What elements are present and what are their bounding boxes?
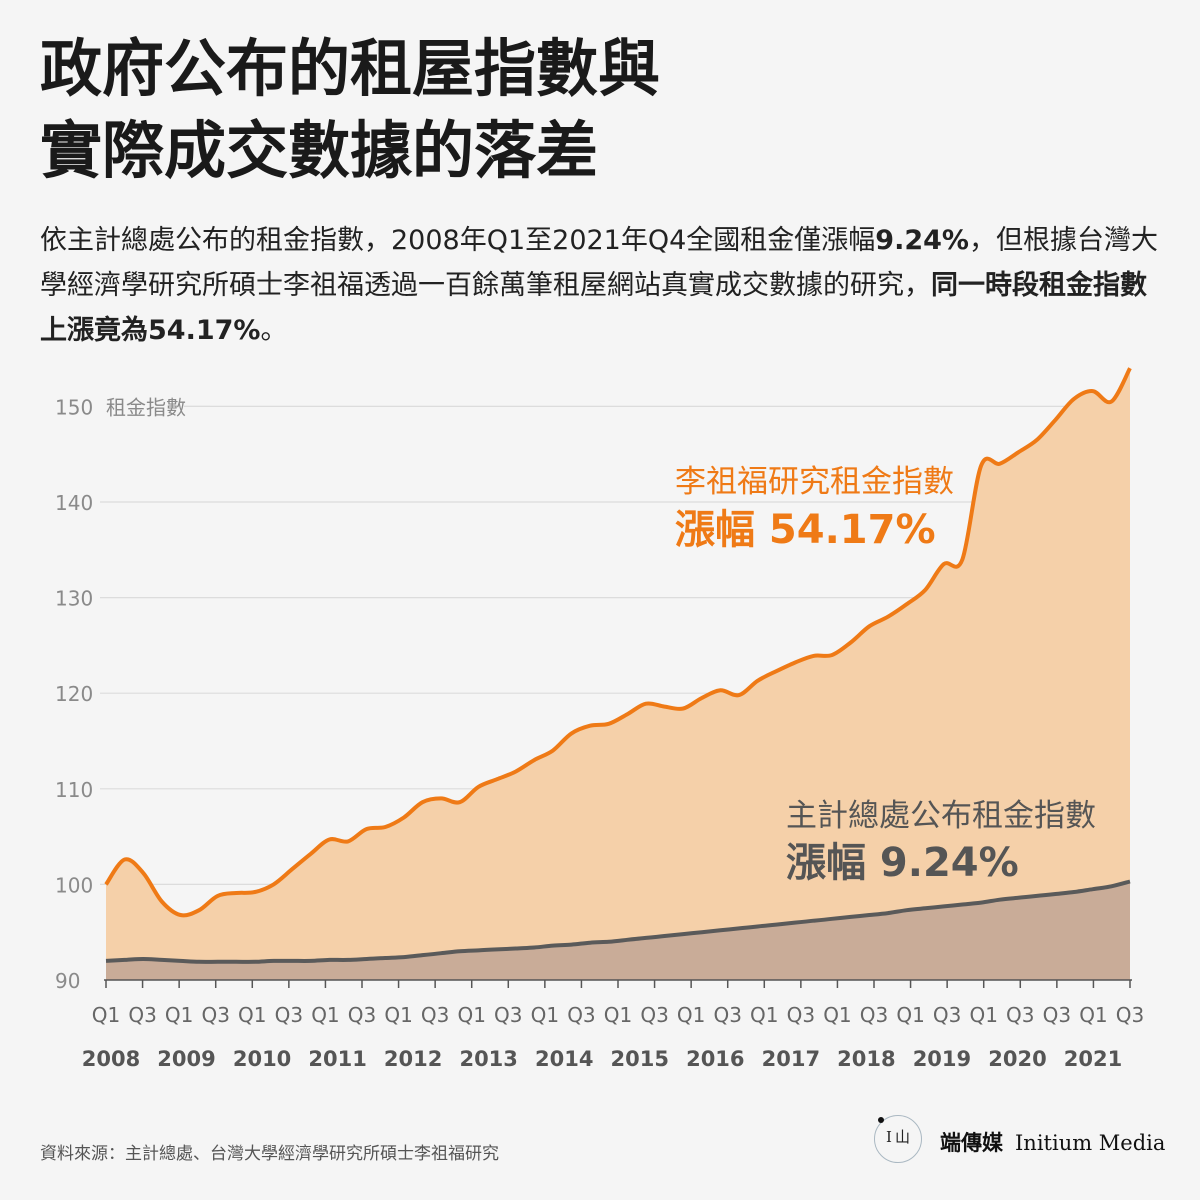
y-tick-label: 150 — [55, 395, 93, 419]
x-axis: Q1 Q3 Q1 Q3 Q1 Q3 Q1 Q3 Q1 Q3 Q1 Q3 Q1 Q3 Q1 Q3 Q1 Q3 Q1 Q3… — [82, 979, 1144, 1071]
x-tick-label: Q3 — [128, 1003, 156, 1027]
x-tick-label: Q1 — [823, 1003, 851, 1027]
y-tick-label: 100 — [55, 873, 93, 897]
x-tick-label: Q3 — [421, 1003, 449, 1027]
x-tick-label: Q1 — [384, 1003, 412, 1027]
initium-logo-icon: I 山 — [874, 1115, 922, 1163]
y-tick-label: 120 — [55, 682, 93, 706]
x-tick-label: Q1 — [457, 1003, 485, 1027]
x-tick-label: Q1 — [604, 1003, 632, 1027]
x-tick-label: Q1 — [1079, 1003, 1107, 1027]
subtitle-text-3: 。 — [260, 315, 288, 346]
source-note: 資料來源：主計總處、台灣大學經濟學研究所碩士李祖福研究 — [40, 1144, 499, 1164]
x-year-label: 2015 — [611, 1047, 669, 1071]
title-line-2: 實際成交數據的落差 — [40, 114, 599, 187]
x-tick-label: Q3 — [348, 1003, 376, 1027]
x-tick-label: Q1 — [969, 1003, 997, 1027]
brand-name-zh: 端傳媒 — [940, 1130, 1003, 1155]
logo-glyph: I 山 — [886, 1128, 910, 1146]
brand-name-en: Initium Media — [1015, 1131, 1166, 1155]
research-index-area — [106, 368, 1130, 980]
x-year-label: 2014 — [535, 1047, 593, 1071]
x-tick-label: Q3 — [860, 1003, 888, 1027]
x-tick-label: Q3 — [1043, 1003, 1071, 1027]
y-tick-label: 140 — [55, 491, 93, 515]
x-tick-label: Q3 — [1006, 1003, 1034, 1027]
x-tick-label: Q1 — [750, 1003, 778, 1027]
x-tick-label: Q3 — [640, 1003, 668, 1027]
x-tick-label: Q3 — [275, 1003, 303, 1027]
official-series-name: 主計總處公布租金指數 — [786, 798, 1096, 834]
x-year-label: 2010 — [233, 1047, 291, 1071]
y-tick-label: 110 — [55, 778, 93, 802]
subtitle-bold-1: 9.24% — [875, 225, 969, 256]
x-tick-label: Q1 — [165, 1003, 193, 1027]
x-year-label: 2013 — [459, 1047, 517, 1071]
subtitle-text-2: ，但根據台灣大學經濟學研究所碩士李祖福透過一百餘萬筆租屋網站真實成交數據的研究， — [40, 225, 1158, 301]
subtitle-text-1: 依主計總處公布的租金指數，2008年Q1至2021年Q4全國租金僅漲幅 — [40, 225, 876, 256]
x-tick-label: Q3 — [567, 1003, 595, 1027]
official-index-area — [106, 881, 1130, 980]
research-series-change: 漲幅 54.17% — [675, 507, 936, 553]
x-tick-label: Q3 — [494, 1003, 522, 1027]
x-tick-label: Q1 — [311, 1003, 339, 1027]
research-series-name: 李祖福研究租金指數 — [675, 464, 954, 500]
official-series-change: 漲幅 9.24% — [786, 840, 1019, 886]
y-tick-label: 90 — [55, 969, 80, 993]
x-year-label: 2018 — [837, 1047, 895, 1071]
x-tick-label: Q3 — [1116, 1003, 1144, 1027]
y-axis-label: 租金指數 — [106, 395, 186, 419]
x-year-label: 2016 — [686, 1047, 744, 1071]
x-year-label: 2011 — [308, 1047, 366, 1071]
x-year-label: 2021 — [1064, 1047, 1122, 1071]
title-line-1: 政府公布的租屋指數與 — [40, 32, 661, 105]
chart-grid: 90 100 110 120 130 140 150 租金指數 — [55, 395, 1130, 993]
x-tick-label: Q3 — [713, 1003, 741, 1027]
logo-dot — [878, 1117, 884, 1123]
x-tick-label: Q3 — [787, 1003, 815, 1027]
official-index-line — [105, 879, 1131, 964]
x-year-label: 2009 — [157, 1047, 215, 1071]
x-tick-label: Q1 — [896, 1003, 924, 1027]
x-tick-label: Q3 — [201, 1003, 229, 1027]
x-tick-label: Q1 — [677, 1003, 705, 1027]
x-tick-label: Q1 — [92, 1003, 120, 1027]
subtitle-bold-2: 同一時段租金指數上漲竟為54.17% — [40, 270, 1147, 346]
x-year-label: 2019 — [913, 1047, 971, 1071]
x-tick-label: Q1 — [238, 1003, 266, 1027]
x-year-label: 2017 — [762, 1047, 820, 1071]
subtitle: 依主計總處公布的租金指數，2008年Q1至2021年Q4全國租金僅漲幅9.24%… — [40, 218, 1170, 353]
x-year-label: 2020 — [988, 1047, 1046, 1071]
x-tick-label: Q3 — [933, 1003, 961, 1027]
x-year-label: 2012 — [384, 1047, 442, 1071]
brand: I 山 端傳媒 Initium Media — [874, 1115, 1174, 1167]
brand-name: 端傳媒 Initium Media — [940, 1127, 1165, 1157]
page-title: 政府公布的租屋指數與 實際成交數據的落差 — [40, 28, 1160, 192]
x-year-label: 2008 — [82, 1047, 140, 1071]
x-tick-label: Q1 — [531, 1003, 559, 1027]
y-tick-label: 130 — [55, 587, 93, 611]
research-index-line — [104, 367, 1132, 918]
